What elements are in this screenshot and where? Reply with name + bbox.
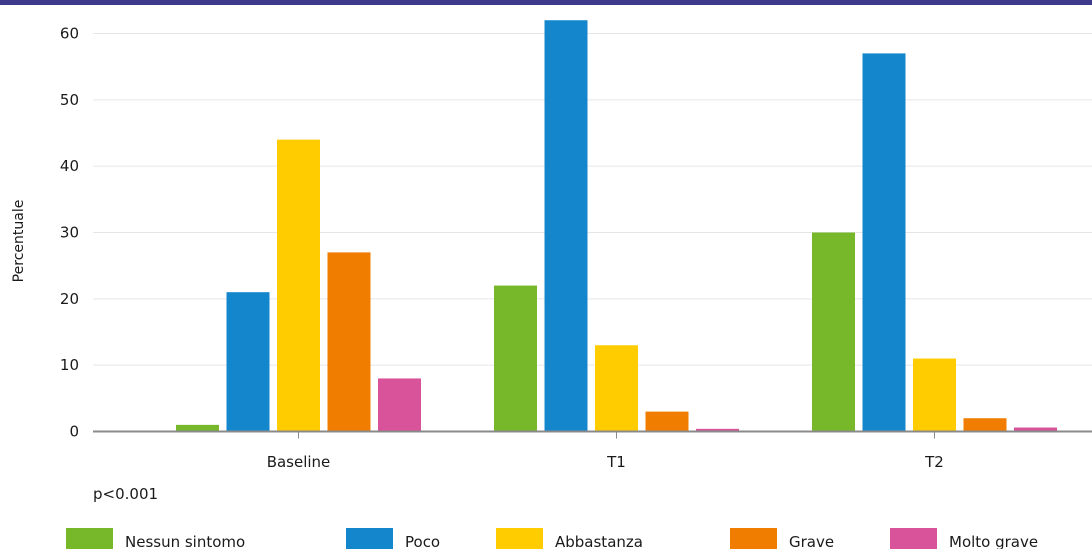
bar-poco-t2 (862, 53, 906, 432)
y-tick-label: 20 (60, 290, 79, 308)
bar-nessun-sintomo-t2 (812, 232, 855, 432)
y-axis-ticks: 0 10 20 30 40 50 60 (60, 25, 79, 441)
bar-abbastanza-t2 (913, 358, 956, 432)
legend-label: Poco (405, 533, 440, 549)
bar-molto-grave-t1 (696, 428, 739, 432)
bar-grave-t1 (645, 411, 689, 432)
p-value-annotation: p<0.001 (93, 485, 158, 503)
y-tick-label: 60 (60, 25, 79, 43)
bar-nessun-sintomo-t1 (494, 285, 537, 432)
legend-swatch (496, 528, 543, 549)
x-axis-ticks: Baseline T1 T2 (267, 431, 944, 471)
legend: Nessun sintomo Poco Abbastanza Grave Molto g… (66, 528, 1038, 549)
bar-poco-t1 (544, 20, 588, 432)
legend-label: Grave (789, 533, 834, 549)
bar-poco-baseline (226, 292, 270, 432)
y-tick-label: 0 (69, 423, 79, 441)
y-tick-label: 30 (60, 224, 79, 242)
top-band (0, 0, 1092, 5)
legend-label: Abbastanza (555, 533, 643, 549)
legend-swatch (346, 528, 393, 549)
x-tick-label: Baseline (267, 453, 331, 471)
bars (176, 20, 1057, 432)
bar-grave-baseline (327, 252, 371, 432)
legend-swatch (890, 528, 937, 549)
bar-nessun-sintomo-baseline (176, 424, 219, 432)
bar-grave-t2 (963, 418, 1007, 432)
legend-swatch (730, 528, 777, 549)
x-tick-label: T1 (606, 453, 626, 471)
y-tick-label: 10 (60, 356, 79, 374)
bar-abbastanza-baseline (277, 139, 320, 432)
x-tick-label: T2 (924, 453, 944, 471)
y-axis-label: Percentuale (11, 200, 27, 283)
legend-label: Nessun sintomo (125, 533, 245, 549)
bar-molto-grave-baseline (378, 378, 421, 432)
y-tick-label: 50 (60, 91, 79, 109)
legend-swatch (66, 528, 113, 549)
legend-label: Molto grave (949, 533, 1038, 549)
y-tick-label: 40 (60, 157, 79, 175)
bar-molto-grave-t2 (1014, 427, 1057, 432)
bar-abbastanza-t1 (595, 345, 638, 432)
